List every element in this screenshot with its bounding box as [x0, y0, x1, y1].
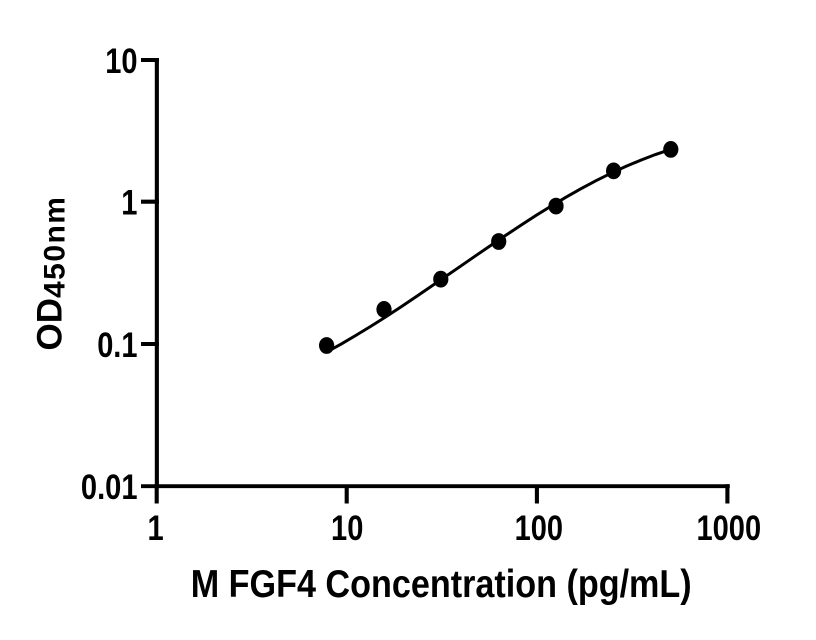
svg-text:1: 1	[148, 509, 164, 548]
svg-text:0.01: 0.01	[81, 468, 138, 507]
svg-text:M FGF4 Concentration (pg/mL): M FGF4 Concentration (pg/mL)	[191, 563, 692, 606]
svg-text:1: 1	[121, 184, 137, 223]
svg-text:10: 10	[331, 509, 363, 548]
svg-text:100: 100	[515, 509, 563, 548]
svg-text:1000: 1000	[697, 509, 762, 548]
svg-text:0.1: 0.1	[97, 326, 137, 365]
svg-text:10: 10	[105, 42, 137, 81]
